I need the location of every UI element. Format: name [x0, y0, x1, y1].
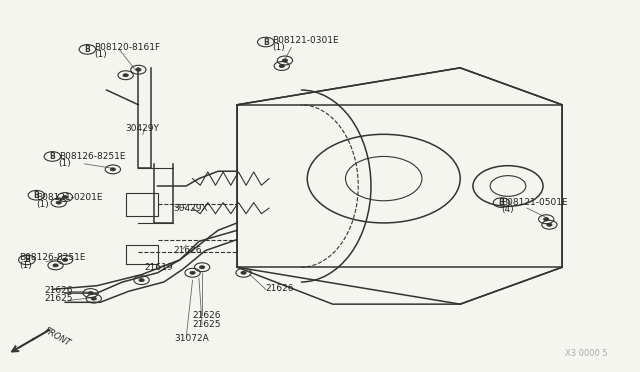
Circle shape	[282, 59, 287, 62]
Circle shape	[241, 271, 246, 274]
Text: 21626: 21626	[45, 286, 73, 295]
Text: 21626: 21626	[193, 311, 221, 320]
Circle shape	[53, 264, 58, 267]
Text: 30429Y: 30429Y	[125, 124, 159, 133]
Text: 21625: 21625	[193, 320, 221, 329]
Text: B08126-8251E: B08126-8251E	[19, 253, 86, 263]
Text: 21626: 21626	[266, 284, 294, 293]
Text: 21625: 21625	[45, 294, 73, 303]
Text: B: B	[33, 191, 39, 200]
Text: (1): (1)	[36, 200, 49, 209]
Circle shape	[190, 271, 195, 274]
Text: B: B	[84, 45, 90, 54]
Text: B08126-8251E: B08126-8251E	[59, 152, 125, 161]
Circle shape	[136, 68, 141, 71]
Text: B: B	[49, 152, 55, 161]
Circle shape	[110, 168, 116, 171]
Text: B: B	[263, 38, 269, 46]
Circle shape	[123, 74, 129, 77]
Text: (1): (1)	[59, 159, 72, 169]
Text: X3 0000 5: X3 0000 5	[565, 350, 608, 359]
Circle shape	[88, 292, 93, 295]
Text: (1): (1)	[94, 51, 106, 60]
Circle shape	[63, 196, 68, 199]
Text: B08121-0501E: B08121-0501E	[502, 198, 568, 207]
Circle shape	[547, 223, 552, 226]
Text: (4): (4)	[502, 205, 514, 215]
Text: 21626: 21626	[173, 246, 202, 255]
Circle shape	[200, 266, 205, 269]
Text: B: B	[24, 255, 29, 264]
Circle shape	[139, 279, 144, 282]
Circle shape	[91, 297, 97, 300]
Text: B08121-0201E: B08121-0201E	[36, 193, 103, 202]
Circle shape	[56, 201, 61, 204]
Text: B: B	[499, 198, 504, 207]
Text: (1): (1)	[272, 43, 285, 52]
Circle shape	[63, 258, 68, 262]
Text: 31072A: 31072A	[175, 334, 209, 343]
Text: B08121-0301E: B08121-0301E	[272, 36, 339, 45]
Circle shape	[279, 64, 284, 68]
Text: FRONT: FRONT	[43, 326, 72, 349]
Text: 30429X: 30429X	[173, 203, 208, 213]
Text: 21619: 21619	[145, 263, 173, 272]
Text: B08120-8161F: B08120-8161F	[94, 43, 160, 52]
Text: (1): (1)	[19, 261, 32, 270]
Circle shape	[543, 218, 549, 221]
